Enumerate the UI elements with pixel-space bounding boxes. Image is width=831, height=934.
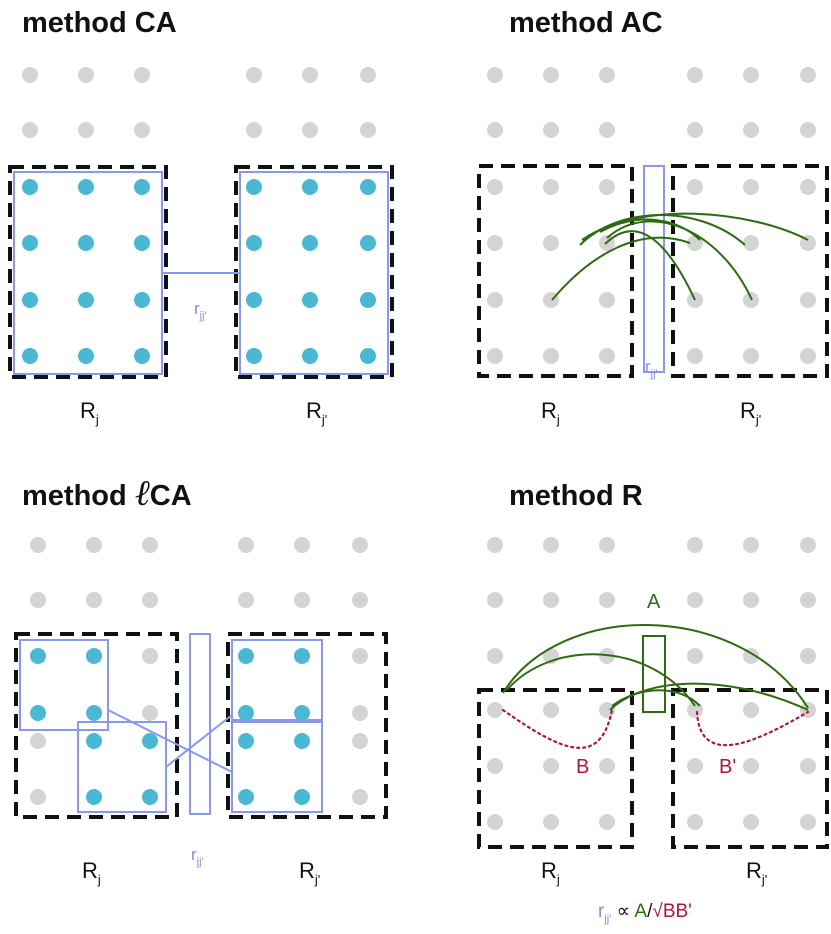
region-label-left-r: Rj xyxy=(541,858,560,887)
panel-title-lca: method ℓCA xyxy=(22,473,192,514)
region-left-ac xyxy=(477,164,634,378)
gray-dot-grid-ac xyxy=(487,67,816,364)
panel-title-r: method R xyxy=(509,480,643,512)
region-left-ca xyxy=(8,165,168,379)
region-right-ac xyxy=(671,164,829,378)
region-label-left-ac: Rj xyxy=(541,398,560,427)
region-label-right-ca: Rj' xyxy=(306,398,327,427)
label-b2-r: B' xyxy=(719,756,736,778)
panel-method-ca: method CA rjj' Rj Rj' xyxy=(8,7,394,427)
gray-dot-grid-lca xyxy=(30,537,368,805)
arc-r-3 xyxy=(609,682,809,711)
region-label-left-lca: Rj xyxy=(82,858,101,887)
blue-dot-grid-lca xyxy=(30,648,310,805)
region-right-ca xyxy=(234,165,394,379)
arc-r-2 xyxy=(506,653,696,707)
arc-ac-4 xyxy=(604,230,696,301)
cluster-box-lca-1 xyxy=(19,639,109,731)
panel-title-ac: method AC xyxy=(509,7,663,39)
blue-dot-grid-ca xyxy=(22,179,376,364)
region-label-left-ca: Rj xyxy=(80,398,99,427)
label-b-r: B xyxy=(576,756,589,778)
arc-r-b xyxy=(501,708,614,749)
arc-r-1 xyxy=(502,624,809,709)
arc-r-b2 xyxy=(695,710,810,747)
arc-ac-6 xyxy=(599,218,701,241)
panel-method-lca: method ℓCA xyxy=(14,473,388,887)
region-label-right-lca: Rj' xyxy=(299,858,320,887)
boundary-strip-lca xyxy=(189,633,211,815)
link-line-lca-1 xyxy=(107,709,233,773)
panel-title-ca: method CA xyxy=(22,7,177,39)
green-arcs-ac xyxy=(551,212,809,301)
region-label-right-r: Rj' xyxy=(746,858,767,887)
panel-method-r: method R A B B' xyxy=(477,480,829,925)
gray-dot-grid-ca xyxy=(22,67,376,138)
label-a-r: A xyxy=(647,591,661,613)
region-label-right-ac: Rj' xyxy=(740,398,761,427)
cluster-box-right-ca xyxy=(239,171,389,375)
panel-method-ac: method AC rjj' xyxy=(477,7,829,427)
cluster-box-lca-3 xyxy=(231,639,323,721)
link-label-lca: rjj' xyxy=(191,845,204,868)
gray-dot-grid-r xyxy=(487,537,816,830)
region-left-r xyxy=(477,688,634,849)
boundary-strip-ac xyxy=(643,165,665,373)
link-label-ac: rjj' xyxy=(645,357,658,380)
cluster-box-left-ca xyxy=(13,171,163,375)
arc-ac-1 xyxy=(551,236,691,301)
red-arcs-r xyxy=(501,708,810,749)
boundary-strip-r xyxy=(642,635,666,713)
green-arcs-r xyxy=(502,624,809,711)
arc-ac-3 xyxy=(581,212,809,241)
formula-r: rjj' ∝ A/√BB' xyxy=(598,901,692,925)
link-line-lca-2 xyxy=(165,714,233,768)
arc-r-4 xyxy=(611,689,701,707)
region-right-lca xyxy=(226,632,388,819)
cluster-box-lca-4 xyxy=(231,721,323,813)
region-left-lca xyxy=(14,632,179,819)
link-label-ca: rjj' xyxy=(194,299,207,322)
